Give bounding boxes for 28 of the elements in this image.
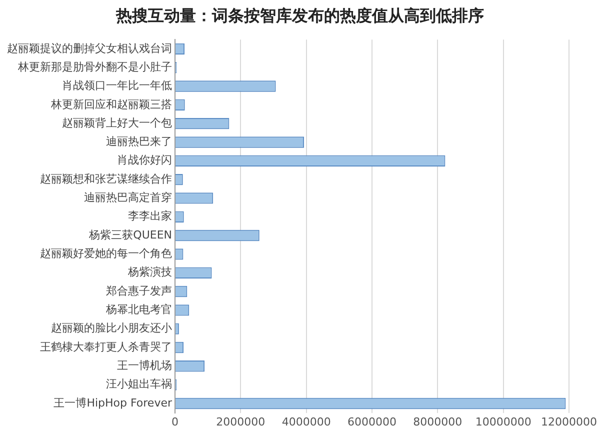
y-tick-label: 赵丽颖提议的删掉父女相认戏台词 (7, 42, 172, 55)
y-tick-label: 迪丽热巴高定首穿 (84, 191, 172, 204)
y-tick-label: 林更新那是肋骨外翻不是小肚子 (17, 60, 172, 74)
y-tick-label: 赵丽颖想和张艺谋继续合作 (40, 172, 172, 186)
y-tick-label: 王鹤棣大奉打更人杀青哭了 (40, 340, 172, 354)
y-tick-label: 赵丽颖好爱她的每一个角色 (40, 247, 172, 260)
x-tick-label: 4000000 (282, 415, 331, 428)
chart-title: 热搜互动量：词条按智库发布的热度值从高到低排序 (114, 5, 485, 27)
y-tick-label: 肖战你好闪 (117, 154, 172, 167)
y-tick-label: 赵丽颖背上好大一个包 (62, 116, 172, 130)
x-tick-label: 10000000 (475, 415, 532, 428)
y-tick-label: 肖战领口一年比一年低 (62, 79, 172, 92)
x-tick-label: 2000000 (216, 415, 266, 428)
y-tick-label: 赵丽颖的脸比小朋友还小 (51, 322, 172, 335)
y-tick-label: 杨幂北电考官 (105, 303, 172, 316)
x-tick-label: 0 (172, 415, 178, 428)
y-tick-label: 迪丽热巴来了 (106, 135, 172, 148)
y-tick-label: 林更新回应和赵丽颖三搭 (50, 98, 172, 111)
y-tick-label: 王一博机场 (117, 359, 172, 372)
x-tick-label: 12000000 (541, 415, 598, 428)
y-tick-label: 杨紫演技 (127, 266, 172, 279)
x-tick-label: 6000000 (348, 415, 397, 428)
y-tick-label: 李李出家 (128, 210, 172, 223)
y-tick-label: 郑合惠子发声 (106, 284, 172, 298)
y-tick-label: 杨紫三获QUEEN (88, 228, 172, 242)
y-tick-label: 汪小姐出车祸 (106, 378, 172, 391)
y-tick-label: 王一博HipHop Forever (54, 396, 172, 410)
x-tick-label: 8000000 (413, 415, 462, 428)
